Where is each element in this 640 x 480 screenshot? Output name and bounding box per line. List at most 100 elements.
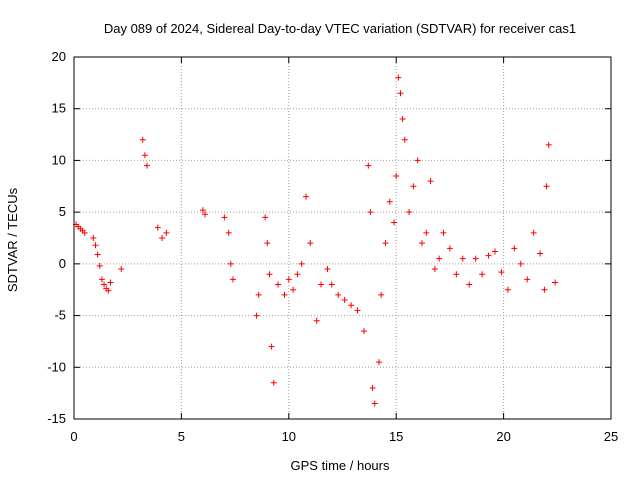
data-point <box>354 307 361 314</box>
data-point <box>101 281 108 288</box>
data-point <box>418 240 425 247</box>
data-point <box>479 271 486 278</box>
data-point <box>107 279 114 286</box>
data-point <box>290 286 297 293</box>
data-point <box>459 255 466 262</box>
data-point <box>399 116 406 123</box>
grid-lines <box>74 57 611 419</box>
data-point <box>492 248 499 255</box>
data-point <box>163 229 170 236</box>
data-point <box>270 379 277 386</box>
data-point <box>98 276 105 283</box>
data-point <box>313 317 320 324</box>
data-point <box>453 271 460 278</box>
data-point <box>105 287 112 294</box>
data-point <box>498 269 505 276</box>
data-point <box>365 162 372 169</box>
data-point <box>144 162 151 169</box>
data-point <box>436 255 443 262</box>
data-point <box>360 328 367 335</box>
data-point <box>543 183 550 190</box>
data-point <box>139 136 146 143</box>
y-tick-label: 10 <box>52 152 66 167</box>
data-point <box>530 229 537 236</box>
x-tick-label: 10 <box>282 429 296 444</box>
data-point <box>391 219 398 226</box>
data-point <box>472 255 479 262</box>
data-point <box>154 224 161 231</box>
data-point <box>202 211 209 218</box>
data-point <box>94 251 101 258</box>
x-axis-label: GPS time / hours <box>291 458 390 473</box>
data-point <box>395 74 402 81</box>
data-point <box>348 302 355 309</box>
data-point <box>92 242 99 249</box>
data-point <box>335 291 342 298</box>
data-point <box>328 281 335 288</box>
data-point <box>141 152 148 159</box>
y-tick-label: -5 <box>54 308 66 323</box>
y-tick-label: -15 <box>47 411 66 426</box>
data-point <box>410 183 417 190</box>
x-tick-label: 15 <box>389 429 403 444</box>
data-point <box>367 209 374 216</box>
data-point <box>298 260 305 267</box>
x-tick-label: 25 <box>604 429 618 444</box>
data-point <box>227 260 234 267</box>
y-tick-label: 5 <box>59 204 66 219</box>
data-point <box>440 229 447 236</box>
data-point <box>307 240 314 247</box>
data-point <box>446 245 453 252</box>
data-point <box>262 214 269 221</box>
data-point <box>552 279 559 286</box>
data-points <box>73 74 559 407</box>
data-point <box>378 291 385 298</box>
data-point <box>414 157 421 164</box>
data-point <box>341 297 348 304</box>
data-point <box>431 266 438 273</box>
data-point <box>229 276 236 283</box>
data-point <box>324 266 331 273</box>
y-tick-label: 0 <box>59 256 66 271</box>
data-point <box>466 281 473 288</box>
x-tick-label: 0 <box>70 429 77 444</box>
data-point <box>511 245 518 252</box>
chart-title: Day 089 of 2024, Sidereal Day-to-day VTE… <box>104 21 576 36</box>
data-point <box>253 312 260 319</box>
data-point <box>485 252 492 259</box>
data-point <box>371 400 378 407</box>
data-point <box>90 235 97 241</box>
data-point <box>275 281 282 288</box>
y-tick-label: 20 <box>52 49 66 64</box>
data-point <box>255 291 262 298</box>
data-point <box>504 286 511 293</box>
data-point <box>294 271 301 278</box>
data-point <box>302 193 309 200</box>
plot-frame <box>73 56 612 420</box>
data-point <box>541 286 548 293</box>
y-axis-label: SDTVAR / TECUs <box>5 187 20 292</box>
y-tick-label: 15 <box>52 101 66 116</box>
data-point <box>382 240 389 247</box>
data-point <box>423 229 430 236</box>
data-point <box>397 90 404 97</box>
data-point <box>524 276 531 283</box>
data-point <box>281 291 288 298</box>
axis-ticks: 0 5 10 15 20 25 -15 -10 -5 0 5 10 15 20 <box>47 49 618 444</box>
data-point <box>393 172 400 179</box>
data-point <box>376 359 383 366</box>
data-point <box>118 266 125 273</box>
data-point <box>81 229 88 236</box>
data-point <box>266 271 273 278</box>
data-point <box>386 198 393 205</box>
data-point <box>159 235 166 241</box>
data-point <box>369 384 376 391</box>
data-point <box>517 260 524 267</box>
x-tick-label: 20 <box>496 429 510 444</box>
data-point <box>96 262 103 269</box>
x-tick-label: 5 <box>178 429 185 444</box>
data-point <box>401 136 408 143</box>
data-point <box>268 343 275 350</box>
data-point <box>545 141 552 148</box>
